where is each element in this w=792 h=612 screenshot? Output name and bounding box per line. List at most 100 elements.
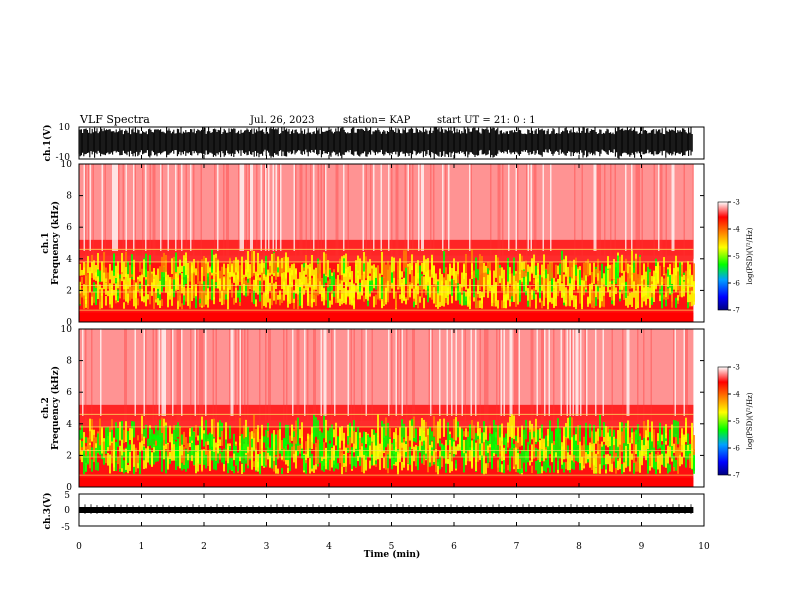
spectrogram-cell	[611, 426, 613, 437]
spectrogram-cell	[85, 263, 87, 285]
spectrogram-cell	[125, 273, 127, 290]
spectrogram-cell	[237, 452, 239, 466]
spectrogram-cell	[201, 416, 203, 440]
spectrogram-cell	[493, 432, 495, 453]
spectrogram-cell	[439, 290, 441, 303]
spectrogram-cell	[311, 453, 313, 469]
spectrogram-cell	[349, 431, 351, 453]
spectrogram-streak	[194, 329, 196, 416]
spectrogram-cell	[399, 270, 401, 287]
spectrogram-cell	[361, 280, 363, 296]
spectrogram-cell	[647, 449, 649, 470]
spectrogram-streak	[674, 329, 676, 416]
spectrogram-cell	[193, 431, 195, 445]
spectrogram-cell	[625, 281, 627, 299]
spectrogram-cell	[649, 439, 651, 446]
spectrogram-cell	[209, 292, 211, 300]
spectrogram-cell	[529, 266, 531, 282]
spectrogram-cell	[523, 270, 525, 277]
spectrogram-cell	[97, 443, 99, 453]
spectrogram-cell	[665, 433, 667, 439]
spectrogram-cell	[301, 282, 303, 306]
spectrogram-cell	[205, 454, 207, 469]
spectrogram-cell	[341, 270, 343, 291]
spectrogram-cell	[285, 424, 287, 446]
spectrogram-streak	[85, 329, 87, 424]
spectrogram-cell	[531, 423, 533, 440]
spectrogram-cell	[447, 296, 449, 305]
spectrogram-cell	[153, 444, 155, 453]
spectrogram-cell	[403, 423, 405, 438]
spectrogram-streak	[532, 329, 534, 424]
spectrogram-cell	[589, 442, 591, 458]
spectrogram-cell	[191, 265, 193, 273]
spectrogram-cell	[431, 285, 433, 300]
spectrogram-cell	[315, 267, 317, 290]
spectrogram-cell	[465, 296, 467, 306]
spectrogram-cell	[539, 458, 541, 474]
spectrogram-cell	[557, 283, 559, 296]
spectrogram-cell	[339, 442, 341, 461]
spectrogram-cell	[517, 261, 519, 283]
spectrogram-cell	[667, 276, 669, 287]
spectrogram-cell	[443, 418, 445, 437]
spectrogram-cell	[395, 291, 397, 301]
spectrogram-cell	[469, 287, 471, 310]
spectrogram-cell	[205, 272, 207, 296]
spectrogram-cell	[605, 464, 607, 470]
spectrogram-streak	[451, 329, 453, 416]
spectrogram-cell	[483, 432, 485, 443]
spectrogram-cell	[621, 282, 623, 290]
spectrogram-cell	[337, 463, 339, 470]
spectrogram-streak	[241, 329, 243, 424]
spectrogram-cell	[421, 276, 423, 290]
spectrogram-cell	[487, 279, 489, 298]
spectrogram-cell	[213, 438, 215, 460]
spectrogram-cell	[325, 461, 327, 470]
spectrogram-streak	[572, 329, 574, 416]
spectrogram-cell	[401, 436, 403, 457]
spectrogram-cell	[123, 460, 125, 474]
x-tick-label-7: 7	[514, 542, 520, 552]
spectrogram-streak	[400, 329, 402, 424]
spectrogram-cell	[685, 456, 687, 468]
spectrogram-cell	[337, 285, 339, 303]
spectrogram-cell	[437, 421, 439, 444]
spectrogram-streak	[200, 164, 202, 259]
spectrogram-cell	[349, 428, 351, 438]
spectrogram-cell	[459, 291, 461, 305]
spectrogram-cell	[601, 441, 603, 448]
y-tick-label-0: 0	[66, 483, 72, 493]
spectrogram-cell	[193, 259, 195, 275]
spectrogram-cell	[339, 283, 341, 291]
spectrogram-cell	[97, 462, 99, 471]
spectrogram-cell	[251, 438, 253, 455]
spectrogram-cell	[433, 416, 435, 437]
spectrogram-cell	[601, 263, 603, 283]
spectrogram-cell	[565, 256, 567, 277]
spectrogram-cell	[423, 297, 425, 309]
spectrogram-cell	[615, 438, 617, 453]
spectrogram-cell	[657, 433, 659, 445]
spectrogram-streak	[637, 164, 639, 259]
spectrogram-streak	[626, 329, 628, 416]
spectrogram-cell	[617, 430, 619, 449]
spectrogram-cell	[379, 279, 381, 299]
spectrogram-cell	[235, 273, 237, 287]
spectrogram-streak	[313, 329, 315, 424]
spectrogram-cell	[409, 446, 411, 461]
spectrogram-cell	[553, 277, 555, 291]
spectrogram-streak	[100, 329, 102, 416]
ch2-spectrogram-ylabel-frequency: Frequency (kHz)	[50, 366, 61, 450]
spectrogram-cell	[239, 436, 241, 446]
spectrogram-cell	[101, 430, 103, 454]
spectrogram-streak	[527, 164, 529, 251]
spectrogram-cell	[83, 454, 85, 463]
spectrogram-cell	[215, 282, 217, 289]
spectrogram-cell	[429, 426, 431, 445]
spectrogram-cell	[83, 449, 85, 459]
spectrogram-cell	[375, 445, 377, 461]
spectrogram-cell	[355, 432, 357, 449]
spectrogram-cell	[97, 276, 99, 300]
ch1-ytick-bottom: -10	[56, 153, 71, 163]
